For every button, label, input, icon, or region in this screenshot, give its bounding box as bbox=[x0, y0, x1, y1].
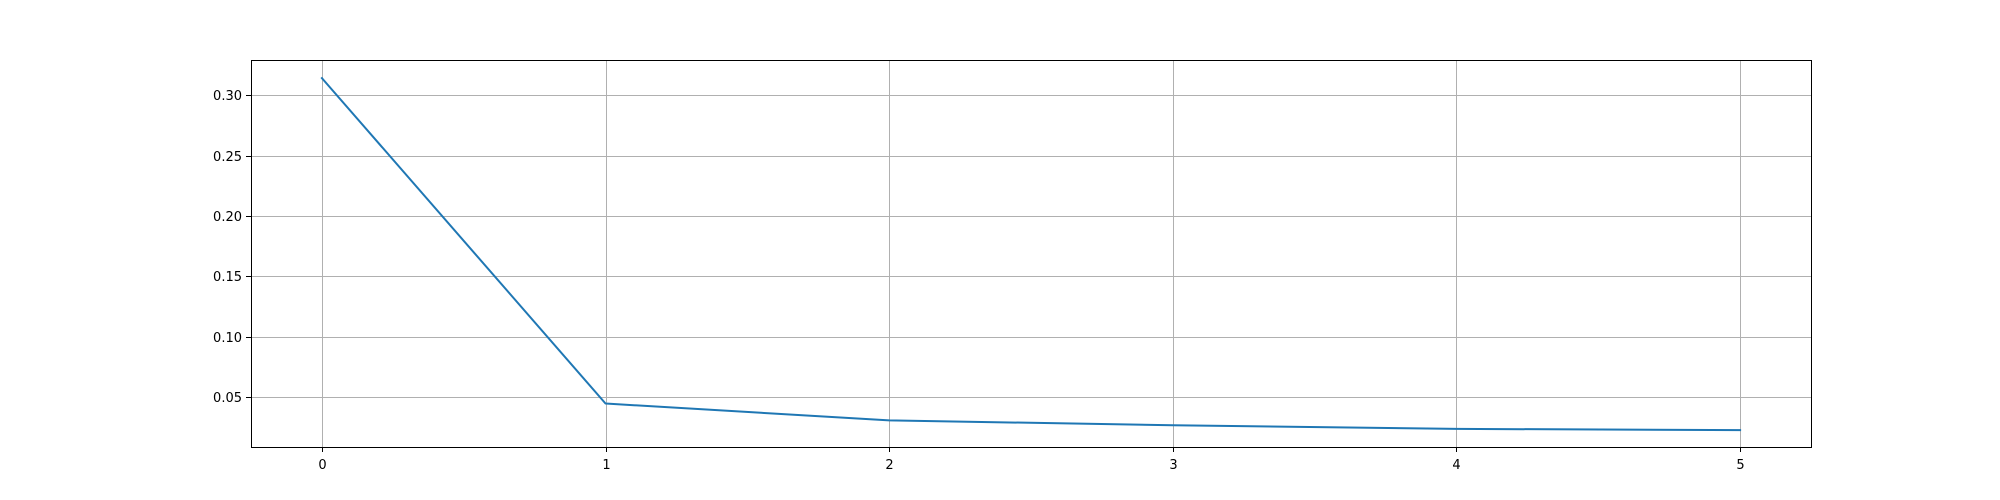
y-tick-label-4: 0.25 bbox=[213, 150, 242, 165]
x-axis: 0 1 2 3 4 5 bbox=[318, 447, 1745, 473]
series-lines bbox=[320, 76, 1742, 432]
y-tick-label-3: 0.20 bbox=[213, 210, 242, 225]
x-tick-label-2: 2 bbox=[885, 458, 893, 473]
y-tick-label-5: 0.30 bbox=[213, 89, 242, 104]
y-axis: 0.05 0.10 0.15 0.20 0.25 0.30 bbox=[213, 89, 251, 406]
series-line-0 bbox=[320, 76, 1742, 432]
x-tick-label-1: 1 bbox=[602, 458, 610, 473]
y-tick-label-0: 0.05 bbox=[213, 391, 242, 406]
plot-frame bbox=[251, 60, 1812, 448]
x-tick-label-3: 3 bbox=[1169, 458, 1177, 473]
x-tick-label-0: 0 bbox=[318, 458, 326, 473]
grid-lines bbox=[251, 60, 1811, 447]
y-tick-label-1: 0.10 bbox=[213, 331, 242, 346]
y-tick-label-2: 0.15 bbox=[213, 270, 242, 285]
x-tick-label-5: 5 bbox=[1736, 458, 1744, 473]
x-tick-label-4: 4 bbox=[1452, 458, 1460, 473]
